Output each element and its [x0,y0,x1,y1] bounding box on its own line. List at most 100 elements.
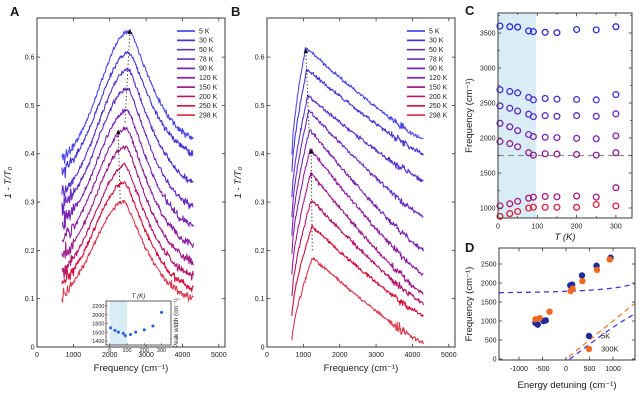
mode-point-branch3 [514,107,522,115]
legend-label: 298 K [199,112,218,119]
data-point-5K [542,317,549,324]
inset-data-point [151,324,155,328]
spectrum-curve-120K [291,148,424,276]
mode-point-branch2 [573,95,581,104]
mode-point-branch3 [529,113,537,121]
svg-text:100: 100 [531,224,543,231]
svg-text:1800: 1800 [92,322,104,328]
mode-point-branch1 [496,22,504,30]
legend-label: 150 K [429,84,448,91]
legend-label: 50 K [429,47,444,54]
legend-label: 5 K [429,28,440,35]
mode-point-branch6 [525,194,533,202]
svg-text:1000: 1000 [296,352,312,359]
mode-point-branch2 [592,96,600,104]
inset-data-point [134,330,138,334]
x-axis-label: Energy detuning (cm⁻¹) [518,380,617,391]
legend-label: 300K [601,345,619,354]
uncoupled-dashed-line [563,303,635,360]
data-point-5K [578,272,586,279]
svg-text:200: 200 [140,348,149,354]
legend-label: 5 K [199,28,210,35]
axes-frame: 0 1000 2000 3000 4000 500000.10.20.30.40.50.6… [3,17,227,374]
mode-point-branch2 [553,95,561,103]
legend-label: 50 K [199,47,214,54]
svg-text:3000: 3000 [368,352,384,359]
legend-label: 78 K [429,56,444,63]
spectrum-curve-250K [61,181,194,293]
mode-point-branch5 [541,150,549,158]
data-point-5K [534,321,541,328]
legend-marker [585,345,593,353]
mode-point-branch2 [541,94,549,103]
svg-text:0.4: 0.4 [255,151,265,158]
legend-label: 5K [601,332,610,341]
axes-frame: -1000 -500 0 500 1000 0 500 1000 1500 2000 2500 Ene… [464,247,636,391]
legend-label: 78 K [199,56,214,63]
svg-text:2200: 2200 [92,304,104,310]
inset-data-point [123,334,127,338]
mode-point-branch6 [592,193,600,201]
mode-point-branch3 [553,112,561,120]
svg-text:0.1: 0.1 [25,296,35,303]
mode-point-branch5 [529,151,537,159]
panel-d-label: D [465,240,474,255]
spectra-curves [291,47,424,345]
mode-point-branch2 [506,87,514,96]
svg-text:3000: 3000 [480,65,496,72]
legend-label: 90 K [199,66,214,73]
legend-label: 90 K [429,66,444,73]
svg-text:3000: 3000 [138,352,154,359]
mode-point-branch1 [525,27,533,35]
svg-text:2500: 2500 [481,261,497,268]
spectrum-curve-5K [291,47,424,155]
mode-point-branch1 [573,25,581,34]
panel-a: 0 1000 2000 3000 4000 500000.10.20.30.40.50.6… [3,17,227,374]
axes-frame: 0 1000 2000 3000 4000 500000.10.20.30.40.50.6… [233,17,457,374]
panel-b: 0 1000 2000 3000 4000 5000 0 0.1 0.2 0.3 0.4 0.5 0.6… [233,17,457,374]
svg-text:1600: 1600 [92,330,104,336]
spectrum-curve-298K [291,257,424,345]
legend-label: 120 K [429,75,448,82]
mode-point-branch2 [514,89,522,97]
data-point-300K [606,256,613,263]
data-point-300K [546,308,553,315]
svg-text:200: 200 [571,224,583,231]
panel-a-label: A [10,4,20,19]
mode-point-branch4 [514,127,522,135]
mode-point-branch7 [496,212,504,220]
svg-text:0: 0 [493,356,497,363]
legend-label: 30 K [429,38,444,45]
legend-label: 200 K [429,94,448,101]
svg-text:2500: 2500 [480,100,496,107]
legend-label: 200 K [199,94,218,101]
spectrum-curve-90K [61,108,194,230]
mode-point-branch1 [514,23,522,31]
mode-point-branch4 [553,134,561,142]
mode-point-branch6 [514,197,522,205]
mode-point-branch2 [529,96,537,104]
svg-text:-500: -500 [535,366,549,373]
mode-point-branch5 [496,137,504,146]
mode-point-branch4 [573,134,581,142]
mode-point-branch3 [612,110,620,118]
svg-text:1000: 1000 [66,352,82,359]
mode-point-branch4 [592,135,600,143]
svg-text:2000: 2000 [481,280,497,287]
svg-text:0: 0 [496,224,500,231]
peak-shift-arrow [303,48,310,133]
svg-text:0: 0 [265,352,269,359]
model-dashed-curves [499,283,635,360]
inset-data-point [142,328,146,332]
legend-label: 250 K [429,103,448,110]
svg-text:1000: 1000 [480,205,496,212]
inset-data-point [160,310,164,314]
svg-text:5000: 5000 [211,352,227,359]
mode-point-branch6 [529,193,537,201]
spectrum-curve-50K [61,68,194,197]
svg-text:2000: 2000 [332,352,348,359]
mode-point-branch5 [592,151,600,159]
legend-marker [585,332,593,340]
mode-point-branch7 [525,204,533,212]
mode-point-branch4 [529,133,537,141]
